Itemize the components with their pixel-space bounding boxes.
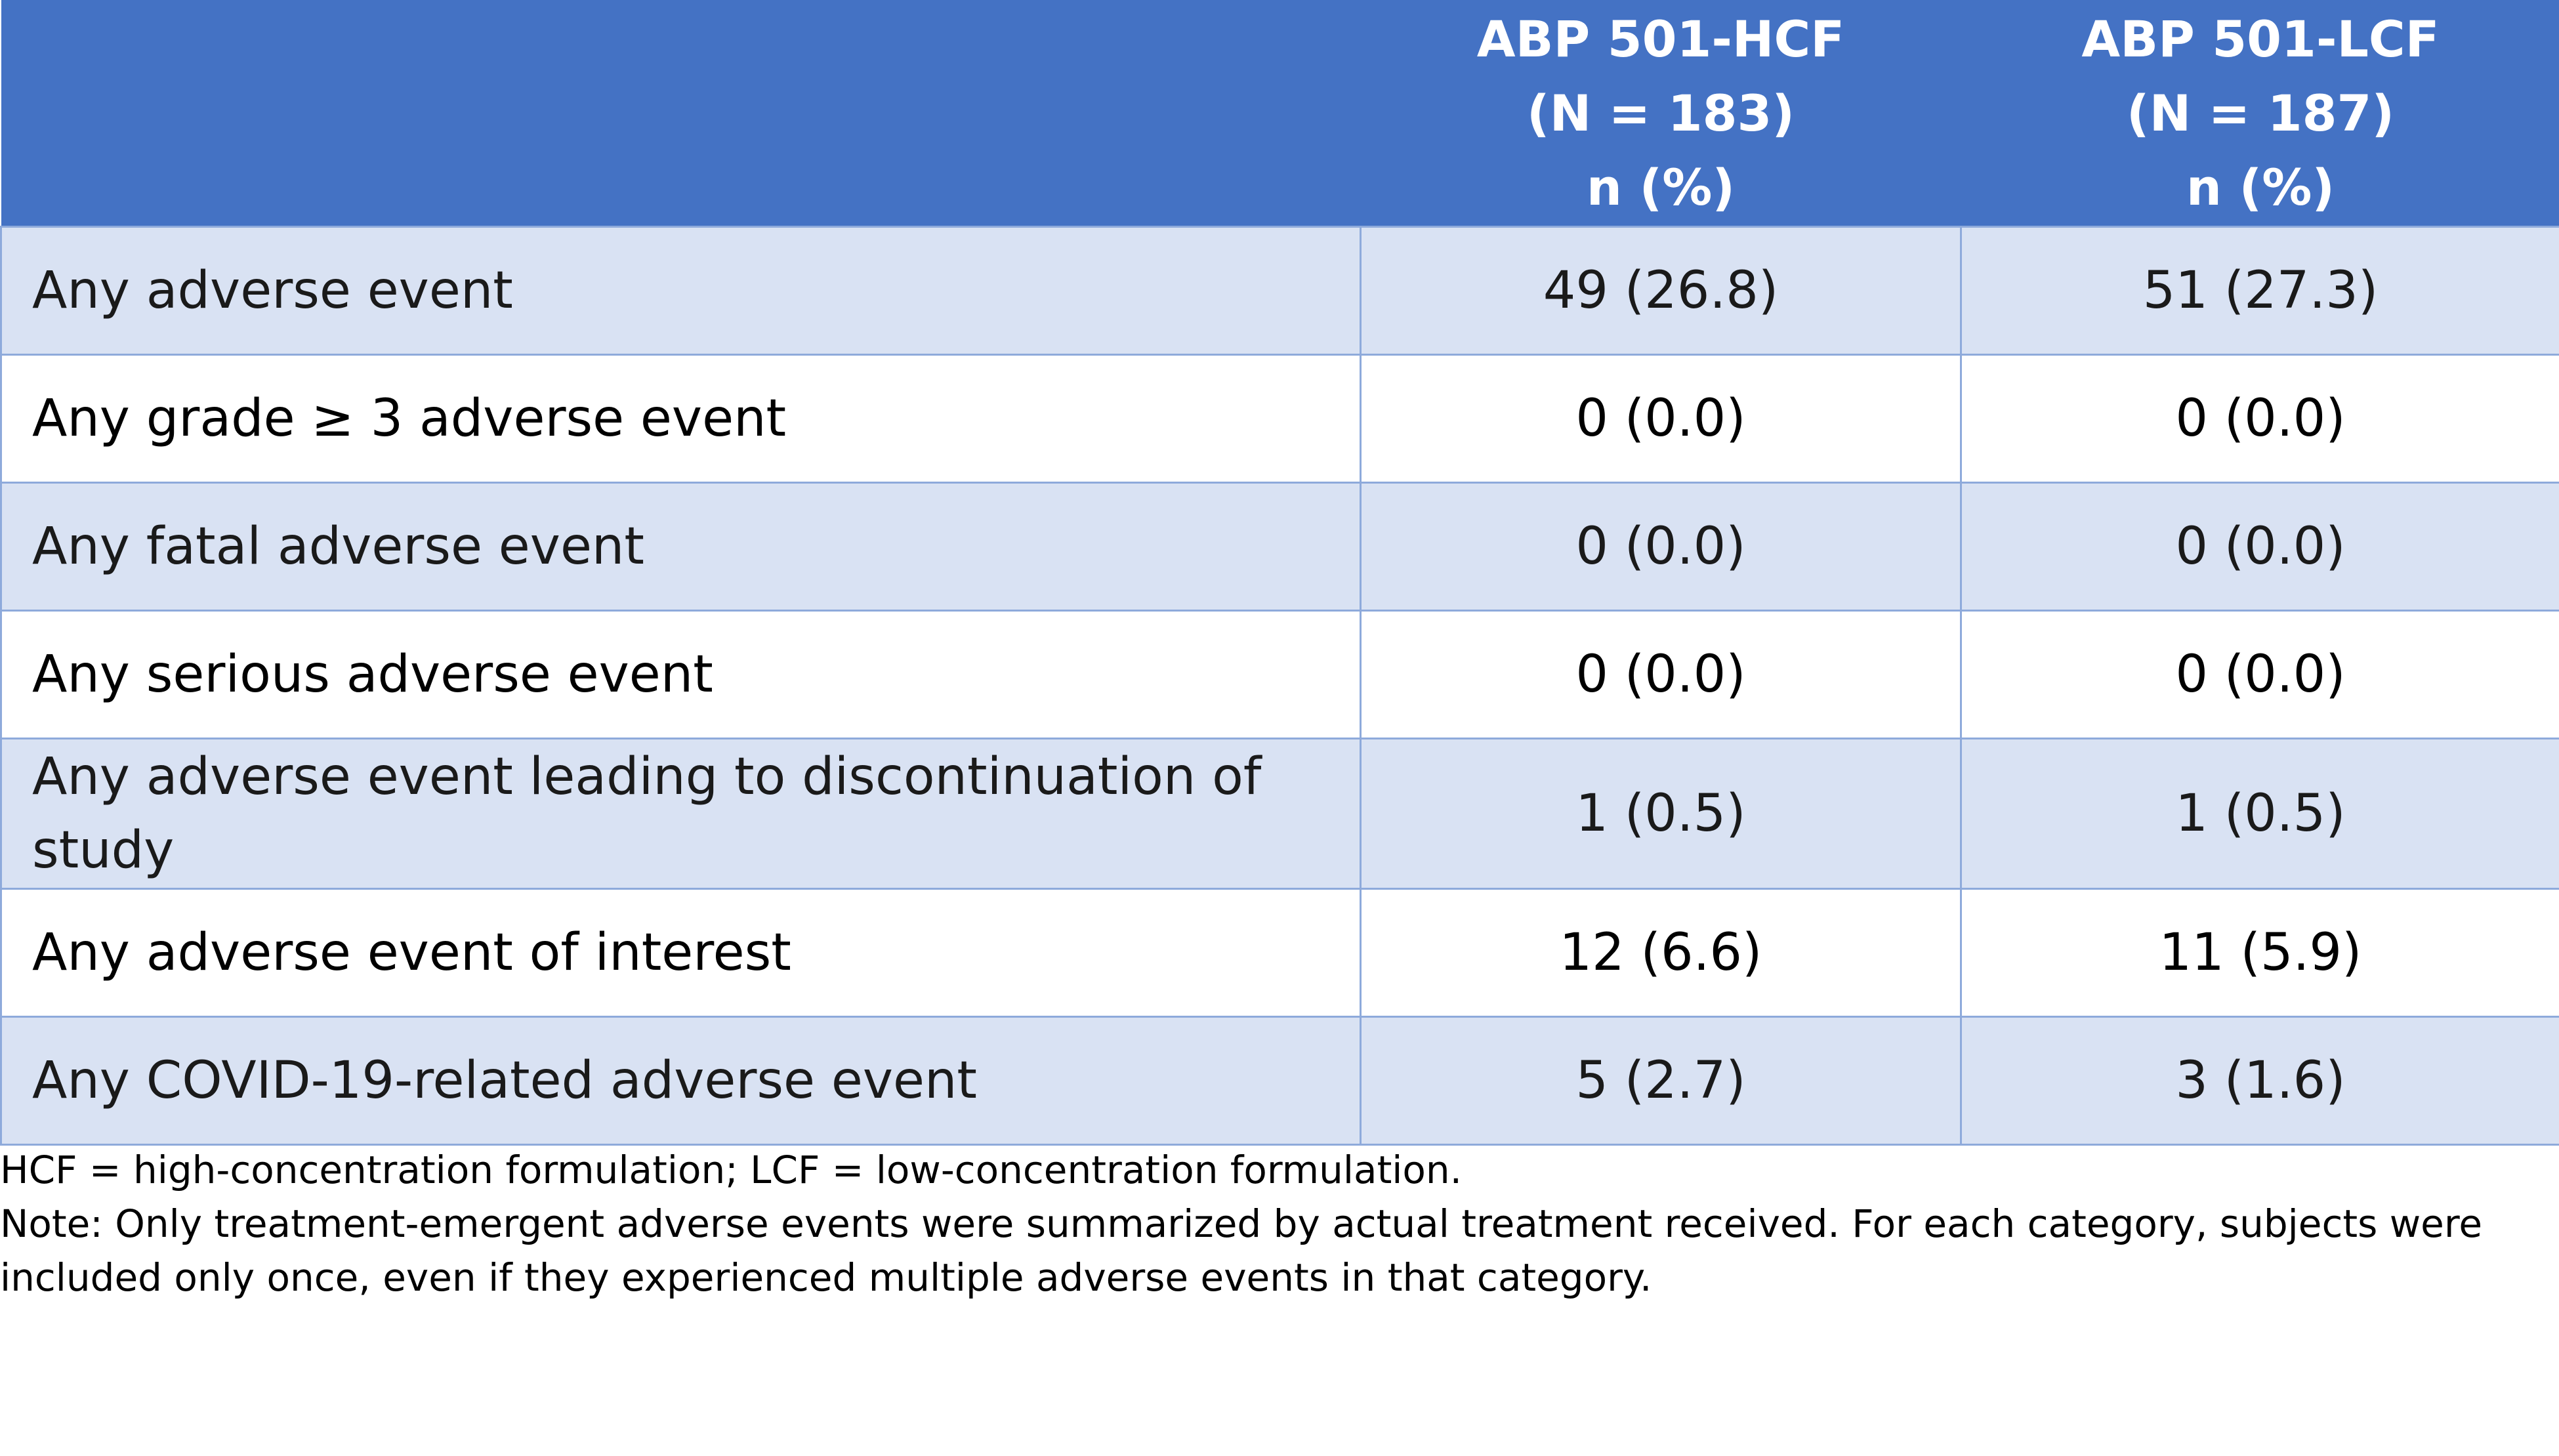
header-hcf-n: (N = 183) [1526,83,1795,142]
header-hcf-unit: n (%) [1586,157,1736,217]
lcf-value: 0 (0.0) [1960,482,2559,612]
table-footnotes: HCF = high-concentration formulation; LC… [0,1143,2552,1304]
hcf-value: 0 (0.0) [1360,482,1962,612]
row-label: Any serious adverse event [0,610,1362,739]
hcf-value: 0 (0.0) [1360,354,1962,484]
header-lcf-name: ABP 501-LCF [2081,9,2440,68]
header-row: ABP 501-HCF (N = 183) n (%) ABP 501-LCF … [1,0,2559,227]
lcf-value: 11 (5.9) [1960,888,2559,1018]
header-lcf-n: (N = 187) [2126,83,2395,142]
header-hcf: ABP 501-HCF (N = 183) n (%) [1360,0,1961,227]
hcf-value: 49 (26.8) [1360,226,1962,356]
row-label: Any COVID-19-related adverse event [0,1016,1362,1146]
header-lcf: ABP 501-LCF (N = 187) n (%) [1961,0,2559,227]
row-label: Any grade ≥ 3 adverse event [0,354,1362,484]
table-row: Any adverse event leading to discontinua… [0,738,2559,890]
lcf-value: 0 (0.0) [1960,610,2559,739]
table-row: Any COVID-19-related adverse event 5 (2.… [0,1016,2559,1146]
table-row: Any grade ≥ 3 adverse event 0 (0.0) 0 (0… [0,354,2559,484]
table-header: ABP 501-HCF (N = 183) n (%) ABP 501-LCF … [1,0,2559,227]
header-empty-cell [1,0,1361,227]
lcf-value: 0 (0.0) [1960,354,2559,484]
hcf-value: 5 (2.7) [1360,1016,1962,1146]
header-hcf-name: ABP 501-HCF [1476,9,1845,68]
table-row: Any fatal adverse event 0 (0.0) 0 (0.0) [0,482,2559,612]
table-row: Any adverse event of interest 12 (6.6) 1… [0,888,2559,1018]
table-row: Any adverse event 49 (26.8) 51 (27.3) [0,226,2559,356]
note-footnote: Note: Only treatment-emergent adverse ev… [0,1201,2483,1300]
hcf-value: 1 (0.5) [1360,738,1962,890]
row-label: Any adverse event leading to discontinua… [0,738,1362,890]
row-label: Any fatal adverse event [0,482,1362,612]
row-label: Any adverse event of interest [0,888,1362,1018]
adverse-events-table-container: ABP 501-HCF (N = 183) n (%) ABP 501-LCF … [0,0,2559,1146]
adverse-events-table: ABP 501-HCF (N = 183) n (%) ABP 501-LCF … [0,0,2559,1146]
lcf-value: 1 (0.5) [1960,738,2559,890]
abbreviations-footnote: HCF = high-concentration formulation; LC… [0,1148,1463,1192]
table-row: Any serious adverse event 0 (0.0) 0 (0.0… [0,610,2559,739]
row-label: Any adverse event [0,226,1362,356]
hcf-value: 0 (0.0) [1360,610,1962,739]
hcf-value: 12 (6.6) [1360,888,1962,1018]
table-body: Any adverse event 49 (26.8) 51 (27.3) An… [0,226,2559,1146]
header-lcf-unit: n (%) [2186,157,2335,217]
lcf-value: 3 (1.6) [1960,1016,2559,1146]
lcf-value: 51 (27.3) [1960,226,2559,356]
